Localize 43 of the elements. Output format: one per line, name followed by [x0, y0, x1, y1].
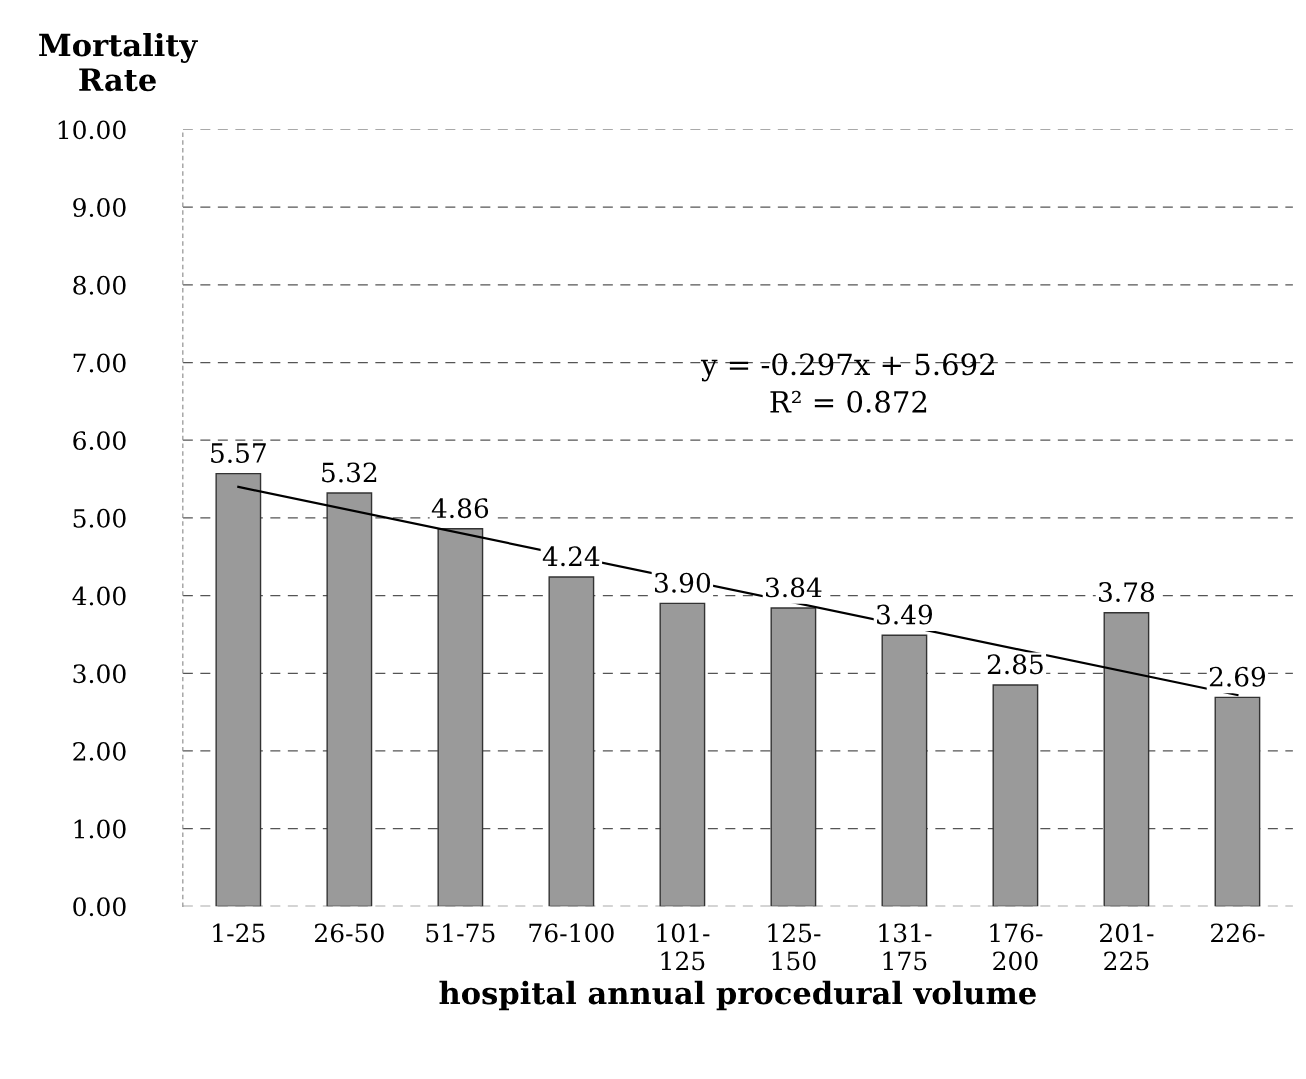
data-label: 3.84	[766, 577, 822, 598]
data-label: 4.24	[542, 546, 600, 567]
x-tick-label: 131- 175	[879, 923, 932, 971]
data-label: 3.90	[655, 572, 711, 593]
y-tick-label: 8.00	[73, 275, 126, 295]
y-tick-label: 10.00	[58, 120, 126, 140]
y-tick-label: 6.00	[73, 431, 126, 451]
data-label: 4.86	[431, 498, 489, 519]
data-label: 2.69	[1209, 666, 1266, 687]
data-label: 5.32	[322, 462, 377, 483]
bar	[659, 602, 706, 907]
x-tick-label: 1-25	[213, 923, 265, 943]
x-tick-label: 201- 225	[1100, 923, 1154, 971]
x-axis-title: hospital annual procedural volume	[439, 980, 1036, 1011]
x-tick-label: 226-	[1211, 923, 1265, 943]
y-tick-label: 9.00	[73, 198, 126, 218]
bar	[881, 634, 928, 907]
y-tick-label: 2.00	[73, 741, 126, 761]
y-tick-label: 5.00	[73, 508, 126, 528]
y-tick-label: 4.00	[72, 586, 126, 606]
data-label: 5.57	[211, 443, 266, 463]
y-tick-label: 0.00	[73, 897, 126, 917]
bar	[770, 607, 817, 907]
bar	[215, 472, 262, 907]
x-tick-label: 76-100	[529, 923, 614, 943]
bar	[1103, 612, 1150, 907]
bar	[548, 576, 595, 907]
y-tick-label: 3.00	[73, 664, 126, 684]
bar	[326, 492, 373, 907]
x-tick-label: 51-75	[426, 923, 495, 943]
x-tick-label: 26-50	[315, 923, 384, 943]
x-tick-label: 176- 200	[990, 923, 1043, 971]
y-tick-label: 1.00	[74, 819, 126, 839]
y-tick-label: 7.00	[73, 353, 126, 373]
data-label: 3.78	[1099, 582, 1155, 603]
x-tick-label: 101- 125	[657, 923, 710, 971]
data-label: 2.85	[987, 654, 1043, 675]
bar	[992, 684, 1039, 907]
y-axis-title: Mortality Rate	[39, 32, 198, 92]
annotation: y = -0.297x + 5.692 R² = 0.872	[700, 353, 994, 413]
x-tick-label: 125- 150	[768, 923, 821, 971]
bar	[437, 528, 484, 907]
data-label: 3.49	[877, 604, 933, 625]
